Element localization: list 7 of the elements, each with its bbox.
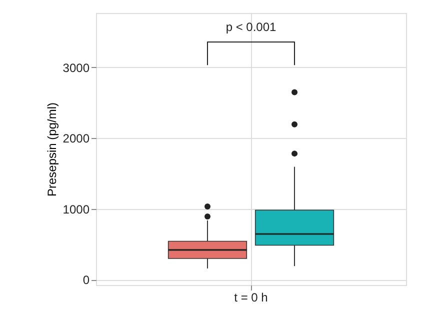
y-tick-label: 0 [82, 273, 90, 288]
y-axis-title: Presepsin (pg/ml) [44, 102, 59, 197]
y-tick-label: 1000 [62, 202, 90, 216]
y-tick-label: 2000 [62, 132, 90, 146]
annotation: p < 0.001 [226, 20, 277, 34]
x-tick-label: t = 0 h [234, 290, 268, 304]
y-tick-label: 3000 [62, 60, 90, 75]
